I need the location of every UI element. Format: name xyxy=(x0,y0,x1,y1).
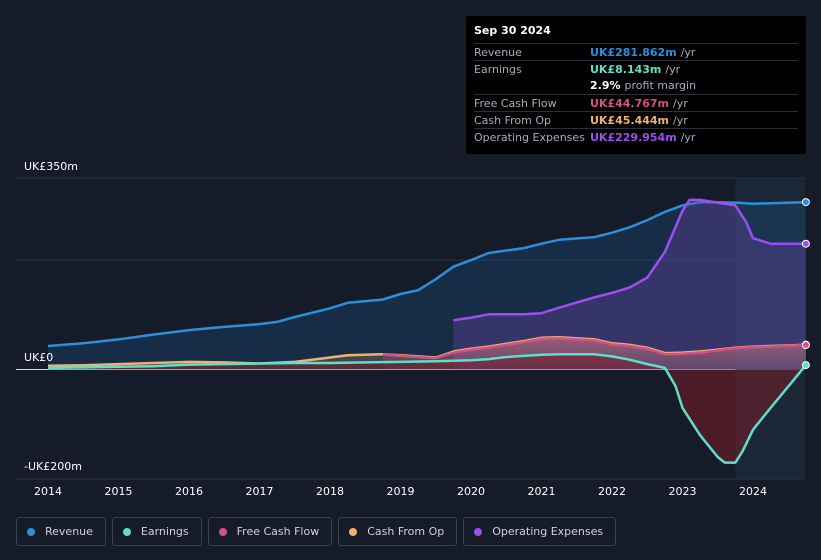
operating-expenses-endpoint xyxy=(801,239,810,248)
y-axis-top-label: UK£350m xyxy=(24,160,78,173)
x-tick-label: 2018 xyxy=(316,485,344,498)
legend-item-earnings[interactable]: Earnings xyxy=(111,517,202,546)
series-layer xyxy=(47,198,810,464)
tooltip-row-value: UK£229.954m xyxy=(590,130,677,144)
tooltip-row-unit: /yr xyxy=(680,130,696,144)
tooltip-row: Cash From Op UK£45.444m/yr xyxy=(474,111,798,128)
x-tick-label: 2021 xyxy=(528,485,556,498)
x-tick-label: 2017 xyxy=(246,485,274,498)
tooltip-row-unit: /yr xyxy=(673,113,688,127)
tooltip-row: Earnings UK£8.143m/yr xyxy=(474,60,798,77)
tooltip-row-unit: /yr xyxy=(665,62,681,76)
tooltip-row-value: UK£281.862m xyxy=(590,45,677,59)
tooltip-date: Sep 30 2024 xyxy=(474,24,551,37)
legend-item-cash-from-op[interactable]: Cash From Op xyxy=(338,517,458,546)
data-tooltip: Sep 30 2024 Revenue UK£281.862m/yr Earning… xyxy=(466,16,806,154)
tooltip-row-label: Earnings xyxy=(474,62,522,76)
legend: Revenue Earnings Free Cash Flow Cash From O… xyxy=(16,517,617,546)
legend-dot-icon xyxy=(218,527,227,536)
tooltip-row-value: 2.9% xyxy=(590,79,621,92)
tooltip-row-value: UK£44.767m xyxy=(590,96,670,110)
tooltip-row: Revenue UK£281.862m/yr xyxy=(474,43,798,60)
legend-dot-icon xyxy=(349,527,358,536)
legend-item-revenue[interactable]: Revenue xyxy=(16,517,106,546)
y-axis-bottom-label: -UK£200m xyxy=(24,460,82,473)
x-tick-label: 2024 xyxy=(739,485,767,498)
free-cash-flow-line xyxy=(382,337,806,360)
legend-label: Operating Expenses xyxy=(492,525,604,538)
tooltip-row-unit: /yr xyxy=(680,45,696,59)
x-tick-label: 2016 xyxy=(175,485,203,498)
revenue-line xyxy=(47,200,806,348)
tooltip-row-unit: profit margin xyxy=(624,79,697,92)
tooltip-row-label: Free Cash Flow xyxy=(474,96,557,110)
legend-label: Revenue xyxy=(45,525,93,538)
tooltip-row-label: Revenue xyxy=(474,45,522,59)
tooltip-row: 2.9% profit margin xyxy=(474,77,798,94)
x-tick-label: 2019 xyxy=(387,485,415,498)
operating-expenses-area xyxy=(453,199,806,370)
legend-label: Cash From Op xyxy=(367,525,445,538)
x-tick-label: 2014 xyxy=(34,485,62,498)
free-cash-flow-endpoint xyxy=(801,341,810,350)
tooltip-row-value: UK£45.444m xyxy=(590,113,670,127)
x-tick-label: 2023 xyxy=(669,485,697,498)
legend-dot-icon xyxy=(27,527,35,536)
tooltip-row: Operating Expenses UK£229.954m/yr xyxy=(474,128,798,145)
earnings-endpoint xyxy=(801,361,810,370)
x-tick-label: 2022 xyxy=(598,485,626,498)
x-axis: 2014 2015 2016 2017 2018 2019 2020 2021 2022 2023… xyxy=(34,485,767,498)
legend-label: Earnings xyxy=(140,525,189,538)
x-tick-label: 2015 xyxy=(105,485,133,498)
x-tick-label: 2020 xyxy=(457,485,485,498)
legend-label: Free Cash Flow xyxy=(236,525,320,538)
legend-item-operating-expenses[interactable]: Operating Expenses xyxy=(463,517,617,546)
tooltip-row-label: Operating Expenses xyxy=(474,130,585,144)
earnings-line xyxy=(47,352,807,464)
earnings-area xyxy=(48,354,806,463)
legend-dot-icon xyxy=(122,527,131,536)
tooltip-row-unit: /yr xyxy=(673,96,688,110)
revenue-endpoint xyxy=(801,198,810,207)
tooltip-row-value: UK£8.143m xyxy=(590,62,662,76)
legend-dot-icon xyxy=(474,527,483,536)
operating-expenses-line xyxy=(453,198,806,322)
legend-item-free-cash-flow[interactable]: Free Cash Flow xyxy=(207,517,333,546)
tooltip-row: Free Cash Flow UK£44.767m/yr xyxy=(474,94,798,111)
y-axis-zero-label: UK£0 xyxy=(24,351,54,364)
tooltip-row-label: Cash From Op xyxy=(474,113,552,127)
